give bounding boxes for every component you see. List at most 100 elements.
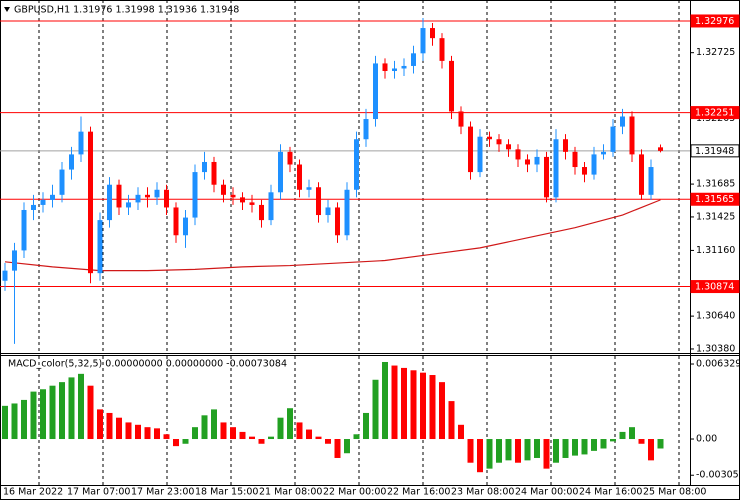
y-tick-label: 1.31425	[696, 211, 735, 222]
candle-body	[487, 136, 492, 140]
macd-bar	[420, 372, 426, 440]
macd-bar	[619, 431, 626, 440]
macd-bar	[173, 439, 179, 447]
candle-body	[639, 154, 644, 195]
candle-body	[69, 154, 74, 170]
macd-bar	[648, 439, 654, 461]
macd-bar	[211, 409, 217, 440]
macd-bar	[106, 412, 113, 440]
macd-bar	[629, 427, 635, 440]
macd-bar	[296, 422, 303, 440]
macd-bar	[306, 429, 312, 440]
macd-bar	[268, 436, 274, 440]
candle-body	[31, 204, 36, 210]
candle-body	[544, 156, 549, 198]
macd-bar	[543, 439, 550, 469]
macd-bar	[154, 428, 160, 440]
candle-body	[534, 156, 540, 165]
level-label: 1.32251	[695, 108, 734, 119]
candle-body	[468, 126, 473, 173]
candle-body	[40, 199, 46, 205]
candle-body	[572, 151, 578, 168]
macd-bar	[458, 424, 464, 440]
candle-body	[154, 189, 160, 198]
candle-body	[430, 28, 435, 39]
candle-body	[553, 139, 559, 198]
candle-body	[420, 28, 426, 54]
macd-bar	[49, 385, 56, 440]
macd-bar	[201, 415, 208, 440]
candle-body	[59, 169, 65, 195]
macd-bar	[220, 422, 227, 440]
macd-bar	[87, 385, 94, 440]
x-tick-label: 24 Mar 00:00	[515, 487, 578, 498]
macd-bar	[410, 370, 417, 440]
candle-body	[477, 136, 483, 173]
candle-body	[50, 194, 55, 200]
macd-bar	[78, 373, 84, 440]
macd-bar	[382, 361, 388, 440]
macd-bar	[344, 439, 350, 454]
candle-body	[221, 184, 226, 195]
candle-body	[582, 167, 587, 175]
macd-bar	[325, 439, 331, 444]
macd-bar	[448, 401, 455, 440]
candle-body	[107, 184, 112, 221]
candle-body	[21, 209, 27, 251]
moving-average	[4, 199, 661, 272]
candle-body	[515, 149, 521, 160]
candle-body	[601, 151, 606, 155]
chart-title: GBPUSD,H1 1.31976 1.31998 1.31936 1.3194…	[14, 5, 239, 16]
macd-bar	[192, 427, 198, 440]
macd-bar	[315, 436, 322, 440]
candle-body	[449, 60, 454, 112]
candle-body	[268, 192, 274, 221]
candle-body	[97, 220, 103, 274]
macd-y-tick-label: 0.006329	[696, 359, 740, 370]
candle-body	[259, 204, 264, 221]
candle-body	[116, 184, 122, 208]
candle-body	[306, 187, 312, 190]
macd-y-tick-label: 0.00	[696, 434, 717, 445]
y-tick-label: 1.31685	[696, 179, 735, 190]
x-tick-label: 16 Mar 2022	[3, 487, 63, 498]
level-label-box	[690, 280, 740, 294]
candle-body	[373, 63, 378, 120]
candle-body	[363, 119, 369, 140]
macd-bar	[562, 439, 569, 458]
macd-bar	[581, 439, 588, 455]
candle-body	[458, 111, 464, 127]
candle-body	[392, 68, 397, 72]
level-label-box	[690, 106, 740, 120]
candle-body	[164, 189, 169, 208]
candle-body	[230, 194, 236, 198]
candle-body	[506, 144, 511, 150]
candle-body	[620, 116, 625, 127]
candle-body	[202, 161, 207, 173]
candle-body	[563, 139, 568, 152]
candle-body	[173, 207, 179, 236]
macd-bar	[429, 375, 436, 440]
level-label: 1.31565	[695, 194, 734, 205]
macd-bar	[467, 439, 474, 463]
level-label-box	[690, 192, 740, 206]
macd-y-tick-label: -0.003056	[696, 470, 740, 481]
x-tick-label: 18 Mar 15:00	[195, 487, 258, 498]
candle-body	[335, 207, 340, 236]
candle-body	[658, 147, 663, 151]
x-tick-label: 22 Mar 00:00	[323, 487, 386, 498]
macd-bar	[600, 439, 607, 449]
candle-body	[411, 53, 416, 66]
macd-bar	[116, 417, 122, 440]
candle-body	[401, 65, 407, 69]
candle-body	[78, 131, 84, 155]
macd-bar	[353, 434, 360, 440]
candle-body	[287, 151, 293, 165]
macd-bar	[372, 379, 379, 440]
macd-bar	[68, 377, 75, 440]
x-tick-label: 17 Mar 23:00	[131, 487, 194, 498]
candle-body	[211, 161, 217, 185]
menu-icon[interactable]	[4, 7, 10, 12]
